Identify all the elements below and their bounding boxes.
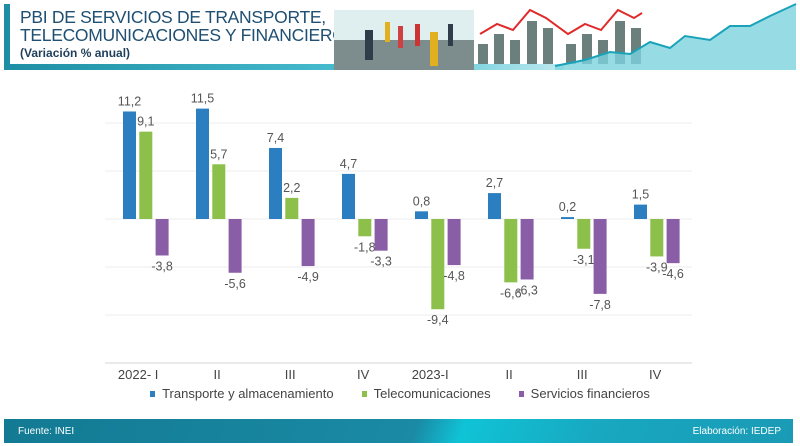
- legend-swatch: [518, 390, 524, 397]
- title-line-2: TELECOMUNICACIONES Y FINANCIERO: [20, 25, 346, 45]
- legend-item-telecomunicaciones: Telecomunicaciones: [361, 386, 491, 401]
- bar-telecom: [577, 219, 591, 249]
- bar-telecom: [431, 219, 445, 310]
- data-label: 2,2: [283, 181, 300, 195]
- chart-subtitle: (Variación % anual): [20, 46, 131, 60]
- x-tick-label: IV: [649, 367, 662, 380]
- data-label: -3,3: [370, 255, 392, 269]
- bar-transporte: [342, 173, 355, 219]
- bar-transporte: [269, 147, 282, 219]
- legend-swatch: [150, 390, 156, 397]
- bar-financiero: [520, 219, 534, 280]
- x-tick-label: III: [285, 367, 296, 380]
- bar-financiero: [374, 219, 388, 251]
- data-label: 5,7: [210, 147, 227, 161]
- data-label: 11,2: [118, 94, 141, 108]
- bar-telecom: [504, 219, 518, 283]
- header-accent-bar: [4, 4, 10, 66]
- data-label: -4,9: [297, 270, 319, 284]
- bar-financiero: [593, 219, 607, 294]
- x-tick-label: 2022- I: [118, 367, 158, 380]
- legend-label: Servicios financieros: [530, 386, 650, 401]
- x-tick-label: II: [506, 367, 513, 380]
- data-label: 1,5: [632, 188, 649, 202]
- bar-telecom: [358, 219, 372, 237]
- x-tick-label: IV: [357, 367, 370, 380]
- data-label: 11,5: [191, 92, 214, 106]
- data-label: -6,6: [500, 286, 522, 300]
- data-label: -4,8: [443, 269, 465, 283]
- legend-label: Telecomunicaciones: [373, 386, 491, 401]
- footer-band: Fuente: INEI Elaboración: IEDEP: [4, 419, 793, 443]
- x-tick-label: III: [577, 367, 588, 380]
- bar-transporte: [561, 217, 574, 219]
- bar-financiero: [301, 219, 315, 267]
- data-label: 0,8: [413, 194, 430, 208]
- bar-financiero: [666, 219, 680, 264]
- bar-chart: 11,2 9,1 -3,8 2022- I 11,5 5,7 -5,6 II 7,4 2,2 -4,…: [105, 92, 692, 380]
- data-label: -5,6: [224, 277, 246, 291]
- bar-transporte: [123, 111, 136, 219]
- header-illustration: [334, 3, 797, 70]
- mini-bar-chart-icon: [478, 8, 643, 64]
- legend-item-transporte: Transporte y almacenamiento: [150, 386, 334, 401]
- bar-financiero: [447, 219, 461, 266]
- bar-financiero: [155, 219, 169, 256]
- data-label: -6,3: [516, 283, 538, 297]
- bar-financiero: [228, 219, 242, 273]
- data-label: 9,1: [137, 115, 154, 129]
- data-label: 4,7: [340, 157, 357, 171]
- people-icons: [365, 22, 453, 66]
- legend-swatch: [361, 390, 367, 397]
- data-label: -4,6: [662, 267, 684, 281]
- bar-telecom: [212, 164, 226, 219]
- data-label: -1,8: [354, 240, 376, 254]
- data-label: -3,8: [151, 259, 173, 273]
- data-label: 7,4: [267, 131, 284, 145]
- data-label: -3,1: [573, 253, 595, 267]
- data-label: -9,4: [427, 313, 449, 327]
- legend-item-servicios-financieros: Servicios financieros: [518, 386, 650, 401]
- data-label: -3,9: [646, 260, 668, 274]
- trend-line-icon: [554, 3, 797, 67]
- bar-transporte: [196, 108, 209, 219]
- legend: Transporte y almacenamiento Telecomunica…: [0, 386, 800, 401]
- bar-transporte: [634, 204, 647, 219]
- title-line-1: PBI DE SERVICIOS DE TRANSPORTE,: [20, 7, 326, 27]
- bar-transporte: [415, 211, 428, 219]
- legend-label: Transporte y almacenamiento: [162, 386, 334, 401]
- bar-telecom: [650, 219, 664, 257]
- header-underline: [4, 64, 564, 70]
- bar-telecom: [285, 197, 299, 219]
- credit-note: Elaboración: IEDEP: [692, 426, 781, 437]
- source-note: Fuente: INEI: [18, 426, 75, 437]
- data-label: 0,2: [559, 200, 576, 214]
- data-label: 2,7: [486, 176, 503, 190]
- chart-title: PBI DE SERVICIOS DE TRANSPORTE, TELECOMU…: [20, 8, 346, 44]
- data-label: -7,8: [589, 298, 611, 312]
- bar-transporte: [488, 193, 501, 219]
- x-tick-label: 2023-I: [412, 367, 449, 380]
- x-tick-label: II: [214, 367, 221, 380]
- bar-telecom: [139, 131, 153, 219]
